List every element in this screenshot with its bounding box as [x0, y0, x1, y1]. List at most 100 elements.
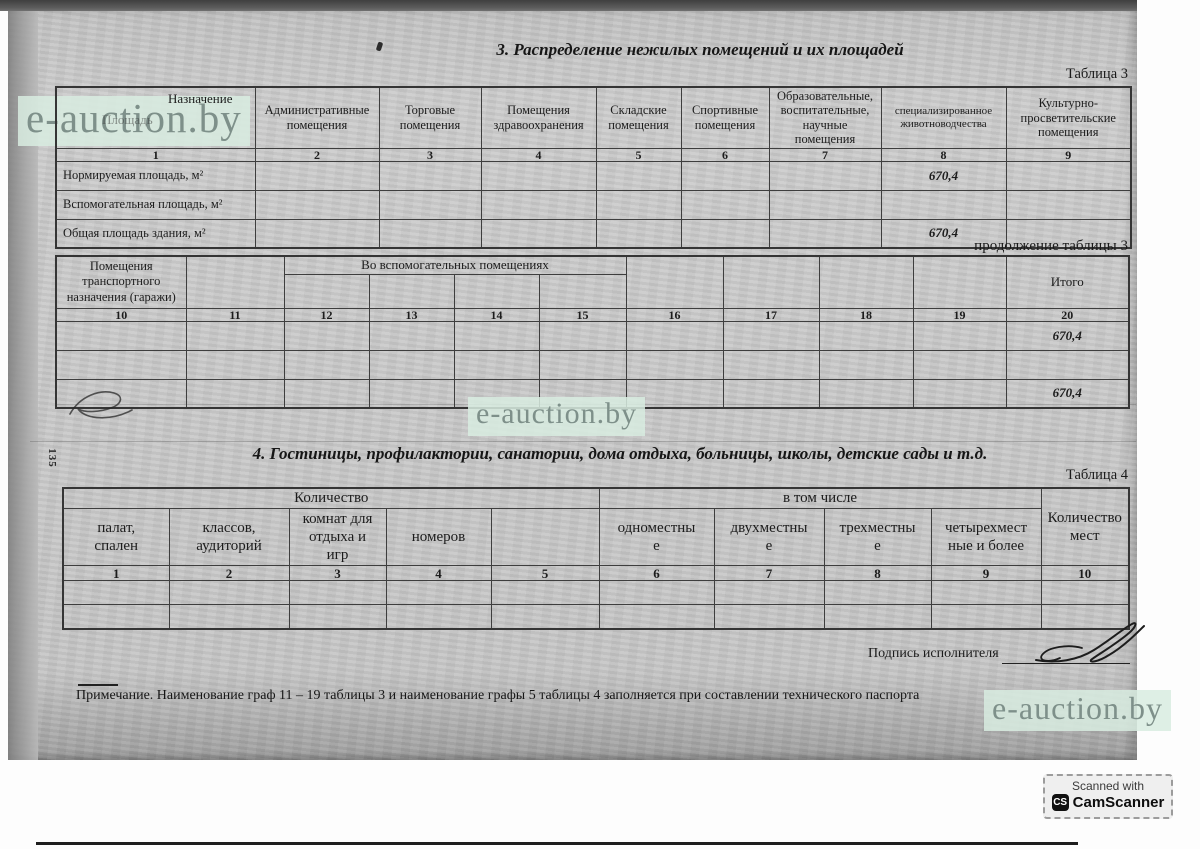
empty-cell: [930, 604, 1042, 629]
header-cell: Итого: [1005, 255, 1130, 309]
column-number: 15: [538, 307, 627, 322]
empty-cell: [55, 320, 187, 351]
table-row: Вспомогательная площадь, м²: [55, 189, 1132, 220]
value-cell: [1005, 349, 1130, 380]
header-cell: комнат для отдыха и игр: [288, 508, 387, 566]
table3-continuation: Помещения транспортного назначения (гара…: [55, 255, 1130, 409]
empty-cell: [254, 160, 380, 191]
column-number: 2: [168, 565, 290, 581]
empty-cell: [912, 255, 1007, 309]
empty-cell: [283, 349, 370, 380]
column-number: 3: [288, 565, 387, 581]
header-cell: Торговые помещения: [378, 86, 482, 149]
column-number: 8: [880, 147, 1007, 162]
empty-cell: [480, 189, 597, 220]
header-cell: Административные помещения: [254, 86, 380, 149]
empty-cell: [680, 160, 770, 191]
row-label: Вспомогательная площадь, м²: [55, 189, 256, 220]
empty-cell: [368, 320, 455, 351]
header-cell: Назначение: [55, 86, 256, 149]
empty-cell: [598, 604, 715, 629]
header-cell: палат, спален: [62, 508, 170, 566]
empty-cell: [768, 189, 882, 220]
header-cell: специализированное животноводчества: [880, 86, 1007, 149]
empty-cell: [625, 349, 724, 380]
empty-cell: [818, 349, 914, 380]
table-row: 10 11 12 13 14 15 16 17 18 19 20: [55, 307, 1130, 322]
empty-cell: [283, 273, 370, 309]
table-row: палат, спален классов, аудиторий комнат …: [62, 508, 1129, 566]
group-header-cell: в том числе: [598, 487, 1042, 509]
column-number: 20: [1005, 307, 1130, 322]
table-row: [55, 349, 1130, 380]
empty-cell: [768, 218, 882, 249]
table-row: Назначение Административные помещения То…: [55, 86, 1132, 149]
handwritten-signature: [1035, 622, 1145, 663]
empty-cell: [378, 189, 482, 220]
empty-cell: [713, 580, 825, 605]
column-number: 4: [385, 565, 492, 581]
empty-cell: [722, 378, 820, 409]
empty-cell: [538, 349, 627, 380]
empty-cell: [168, 604, 290, 629]
row-label: Нормируемая площадь, м²: [55, 160, 256, 191]
column-number: 18: [818, 307, 914, 322]
column-number: 5: [595, 147, 682, 162]
column-number: 19: [912, 307, 1007, 322]
column-number: 9: [930, 565, 1042, 581]
empty-cell: [453, 349, 540, 380]
footnote-text: Примечание. Наименование граф 11 – 19 та…: [76, 688, 920, 703]
empty-cell: [1040, 604, 1130, 629]
empty-cell: [1005, 189, 1132, 220]
column-number: 5: [490, 565, 600, 581]
column-number: 7: [713, 565, 825, 581]
empty-cell: [595, 218, 682, 249]
empty-cell: [254, 189, 380, 220]
column-number: 2: [254, 147, 380, 162]
column-number: 11: [185, 307, 285, 322]
pen-squiggle-artifact: [69, 391, 133, 419]
empty-cell: [625, 320, 724, 351]
table3-continuation-label: продолжение таблицы 3: [974, 238, 1128, 254]
table4-label: Таблица 4: [1065, 467, 1128, 483]
camscanner-logo-icon: CS: [1051, 794, 1069, 812]
empty-cell: [598, 580, 715, 605]
header-cell: Культурно- просветительские помещения: [1005, 86, 1132, 149]
scan-crease-line: [30, 441, 1136, 442]
table-row: Количество в том числе Количество мест: [62, 487, 1130, 566]
table-row: Помещения транспортного назначения (гара…: [55, 255, 1130, 309]
empty-cell: [538, 273, 627, 309]
table-row: Нормируемая площадь, м² 670,4: [55, 160, 1132, 191]
column-number: 12: [283, 307, 370, 322]
signature-line: [1002, 663, 1130, 664]
value-cell: 670,4: [880, 160, 1007, 191]
table3-distribution: Назначение Административные помещения То…: [55, 86, 1132, 249]
empty-cell: [283, 320, 370, 351]
value-cell: [880, 189, 1007, 220]
value-cell: 670,4: [1005, 320, 1130, 351]
empty-cell: [378, 160, 482, 191]
value-cell: 670,4: [880, 218, 1007, 249]
table-row: 1 2 3 4 5 6 7 8 9 10: [62, 565, 1130, 581]
empty-cell: [768, 160, 882, 191]
empty-cell: [1005, 218, 1132, 249]
table-row: [62, 580, 1130, 605]
column-number: 13: [368, 307, 455, 322]
empty-cell: [823, 580, 932, 605]
watermark-bottom-right: e-auction.by: [984, 690, 1172, 731]
empty-cell: [595, 160, 682, 191]
empty-cell: [185, 255, 285, 309]
empty-cell: [1005, 160, 1132, 191]
column-number: 16: [625, 307, 724, 322]
empty-cell: [453, 273, 540, 309]
empty-cell: [185, 349, 285, 380]
empty-cell: [595, 189, 682, 220]
empty-cell: [62, 604, 170, 629]
camscanner-app-name: CamScanner: [1072, 794, 1165, 812]
empty-cell: [1040, 580, 1130, 605]
empty-cell: [680, 218, 770, 249]
page-number: 135: [45, 448, 58, 468]
value-cell: 670,4: [1005, 378, 1130, 409]
empty-cell: [185, 320, 285, 351]
